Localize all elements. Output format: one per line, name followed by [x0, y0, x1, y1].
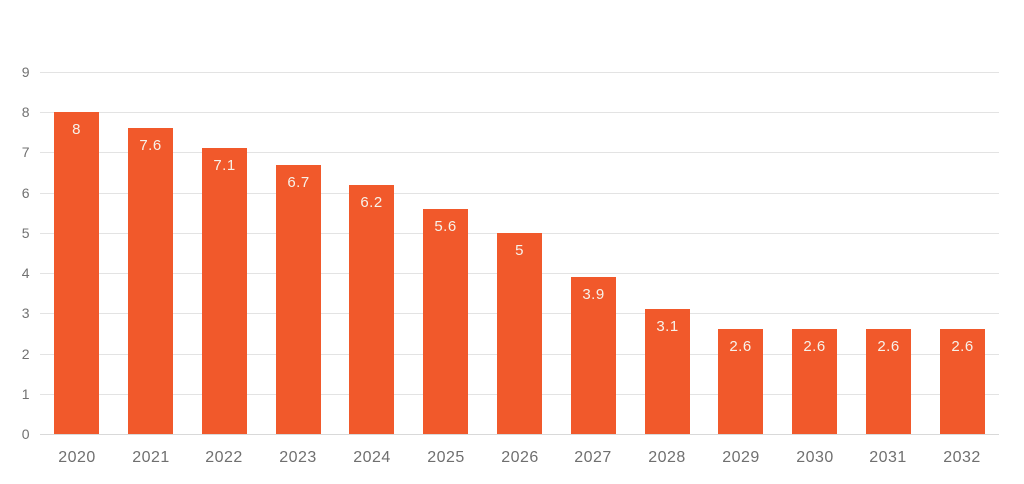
- bar-2027: 3.9: [571, 277, 616, 434]
- x-tick-label: 2032: [943, 449, 981, 466]
- gridline: [40, 112, 999, 113]
- x-tick-label: 2030: [796, 449, 834, 466]
- bar-value-label: 5: [515, 242, 524, 259]
- bar-value-label: 6.7: [287, 174, 310, 191]
- bar-2025: 5.6: [423, 209, 468, 434]
- bar-value-label: 5.6: [434, 218, 457, 235]
- bar-value-label: 3.1: [656, 318, 679, 335]
- y-tick-label: 5: [21, 225, 30, 241]
- bar-2029: 2.6: [718, 329, 763, 434]
- bar-value-label: 6.2: [360, 194, 383, 211]
- bar-value-label: 7.1: [213, 157, 236, 174]
- x-tick-label: 2031: [869, 449, 907, 466]
- x-tick-label: 2028: [648, 449, 686, 466]
- bar-value-label: 2.6: [803, 338, 826, 355]
- y-tick-label: 7: [21, 144, 30, 160]
- bar-2026: 5: [497, 233, 542, 434]
- bar-value-label: 8: [72, 121, 81, 138]
- bar-value-label: 2.6: [877, 338, 900, 355]
- y-tick-label: 0: [21, 426, 30, 442]
- bar-2028: 3.1: [645, 309, 690, 434]
- x-tick-label: 2024: [353, 449, 391, 466]
- y-tick-label: 1: [21, 386, 30, 402]
- x-axis-baseline: [40, 434, 999, 435]
- x-tick-label: 2025: [427, 449, 465, 466]
- y-tick-label: 6: [21, 185, 30, 201]
- x-tick-label: 2020: [58, 449, 96, 466]
- gridline: [40, 72, 999, 73]
- bar-value-label: 2.6: [951, 338, 974, 355]
- x-tick-label: 2026: [501, 449, 539, 466]
- bar-2032: 2.6: [940, 329, 985, 434]
- gridline: [40, 193, 999, 194]
- gridline: [40, 152, 999, 153]
- bar-value-label: 7.6: [139, 137, 162, 154]
- x-tick-label: 2027: [574, 449, 612, 466]
- bar-value-label: 2.6: [729, 338, 752, 355]
- y-tick-label: 3: [21, 305, 30, 321]
- x-tick-label: 2029: [722, 449, 760, 466]
- bar-2030: 2.6: [792, 329, 837, 434]
- x-tick-label: 2022: [205, 449, 243, 466]
- y-tick-label: 2: [21, 346, 30, 362]
- bar-2022: 7.1: [202, 148, 247, 434]
- x-tick-label: 2021: [132, 449, 170, 466]
- bar-2031: 2.6: [866, 329, 911, 434]
- y-tick-label: 8: [21, 104, 30, 120]
- bar-2021: 7.6: [128, 128, 173, 434]
- x-tick-label: 2023: [279, 449, 317, 466]
- bar-2020: 8: [54, 112, 99, 434]
- bar-2023: 6.7: [276, 165, 321, 434]
- bar-2024: 6.2: [349, 185, 394, 434]
- bar-value-label: 3.9: [582, 286, 605, 303]
- y-tick-label: 4: [21, 265, 30, 281]
- y-tick-label: 9: [21, 64, 30, 80]
